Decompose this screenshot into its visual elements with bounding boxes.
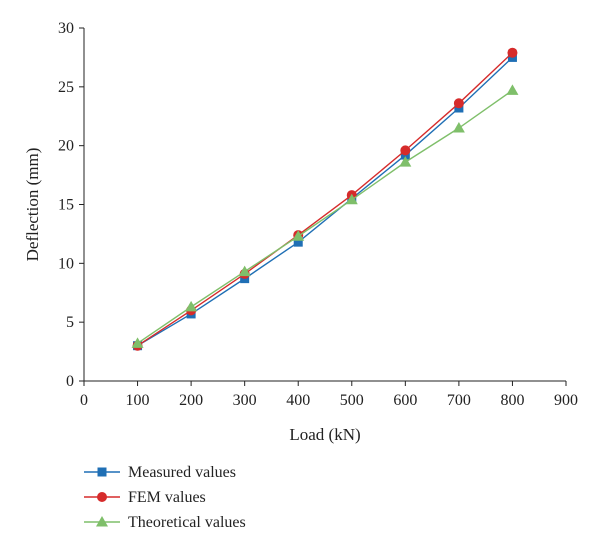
legend-marker (96, 516, 108, 527)
data-point (400, 145, 411, 156)
x-tick-label: 800 (500, 392, 524, 409)
data-point (399, 156, 412, 167)
x-tick-label: 300 (233, 392, 257, 409)
x-ticks: 0 100 200 300 400 500 600 700 800 900 (80, 381, 578, 409)
y-axis-title: Deflection (mm) (23, 148, 42, 262)
data-point (238, 265, 251, 277)
legend: Measured values FEM values Theoretical val… (84, 464, 246, 531)
legend-item: Theoretical values (84, 514, 246, 531)
y-tick-label: 0 (66, 373, 74, 390)
series-line (137, 52, 513, 347)
data-point (453, 98, 464, 109)
plot-axes (83, 28, 566, 382)
series-triangle (131, 84, 519, 348)
data-point (185, 300, 198, 312)
x-tick-label: 600 (393, 392, 417, 409)
series-line (137, 89, 513, 344)
x-tick-label: 700 (447, 392, 471, 409)
data-point (292, 230, 305, 241)
y-ticks: 0 5 10 15 20 25 30 (58, 20, 84, 390)
data-point (507, 47, 518, 58)
x-axis-title: Load (kN) (289, 425, 360, 444)
x-tick-label: 500 (340, 392, 364, 409)
legend-item: FEM values (84, 489, 206, 506)
y-tick-label: 5 (66, 314, 74, 331)
legend-label: Theoretical values (128, 514, 246, 531)
data-point (345, 193, 358, 205)
y-tick-label: 30 (58, 20, 74, 37)
legend-label: Measured values (128, 464, 236, 481)
y-tick-label: 10 (58, 255, 74, 272)
legend-marker (97, 467, 107, 477)
legend-marker (97, 492, 107, 502)
y-tick-label: 25 (58, 79, 74, 96)
legend-label: FEM values (128, 489, 206, 506)
x-tick-label: 0 (80, 392, 88, 409)
y-tick-label: 15 (58, 197, 74, 214)
y-tick-label: 20 (58, 138, 74, 155)
series-line (137, 56, 513, 347)
x-tick-label: 900 (554, 392, 578, 409)
data-point (506, 84, 519, 95)
series-layer (131, 47, 519, 351)
data-point (293, 237, 303, 247)
x-tick-label: 200 (179, 392, 203, 409)
x-tick-label: 100 (126, 392, 150, 409)
data-point (452, 122, 465, 133)
legend-item: Measured values (84, 464, 236, 481)
x-tick-label: 400 (286, 392, 310, 409)
data-point (131, 337, 144, 348)
